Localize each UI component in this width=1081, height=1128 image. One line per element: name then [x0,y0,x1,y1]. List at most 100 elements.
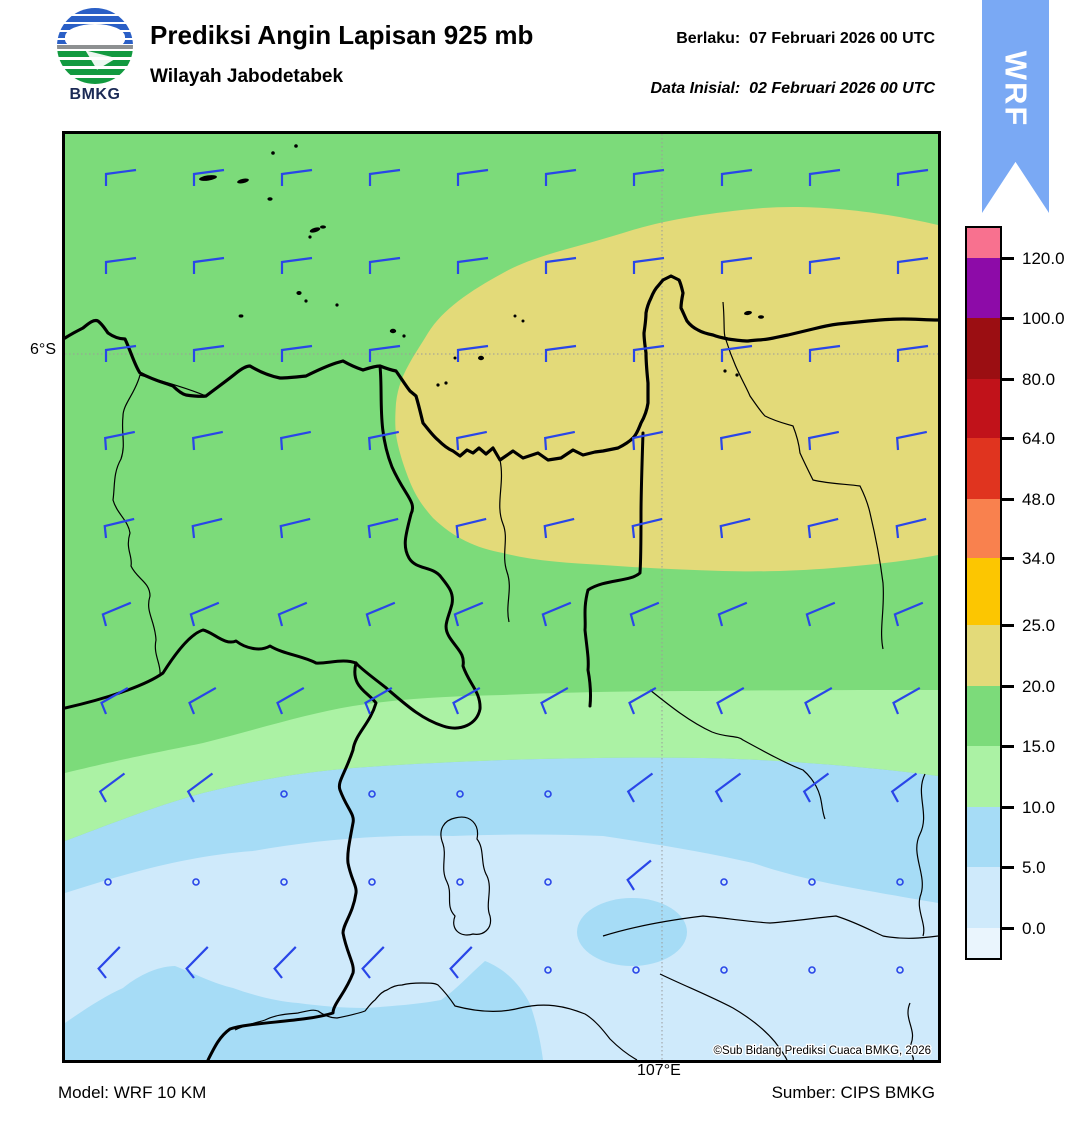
colorbar-tick-label: 15.0 [1022,737,1056,756]
colorbar-tick-label: 0.0 [1022,919,1046,938]
colorbar-tick-label: 20.0 [1022,677,1056,696]
wind-barb-icon [104,344,137,362]
region-20-25 [395,206,939,572]
wind-barb-icon [544,344,577,362]
wind-barb-icon [192,256,225,274]
wind-barb-icon [456,256,489,274]
wind-barb-icon [807,517,839,539]
calm-wind-icon [544,966,552,974]
wind-barb-icon [188,686,217,715]
model-label: Model: WRF 10 KM [58,1083,207,1102]
province-boundaries [63,364,645,1062]
wind-barb-icon [191,517,223,539]
wind-barb-icon [807,430,840,451]
colorbar-tick [1001,316,1014,320]
wind-barb-icon [720,168,753,186]
region-10-15 [65,690,938,841]
wind-barb-icon [541,601,572,627]
wind-barb-icon [103,430,136,451]
calm-wind-icon [192,878,200,886]
wind-barb-icon [368,168,401,186]
colorbar-segment [967,746,1000,807]
wind-barb-icon [456,344,489,362]
calm-wind-icon [720,878,728,886]
wind-barb-icon [628,686,657,715]
colorbar-tick-label: 120.0 [1022,249,1065,268]
wind-barb-icon [896,344,929,362]
initial-time: Data Inisial: 02 Februari 2026 00 UTC [650,80,935,97]
wind-barb-icon [273,946,297,979]
colorbar-tick [1001,744,1014,748]
calm-wind-icon [456,790,464,798]
calm-wind-icon [368,790,376,798]
colorbar-segment [967,558,1000,625]
wind-barb-icon [101,601,132,627]
colorbar-tick-label: 34.0 [1022,549,1056,568]
map-copyright: ©Sub Bidang Prediksi Cuaca BMKG, 2026 [713,1045,931,1057]
wind-barb-icon [368,256,401,274]
wind-speed-colorbar [965,226,1002,960]
latitude-label: 6°S [30,341,56,358]
bmkg-logo: BMKG [54,8,136,104]
wrf-ribbon: WRF [982,0,1049,213]
colorbar-segment [967,928,1000,958]
wind-barb-icon [367,517,399,539]
wind-barb-icon [280,168,313,186]
wind-barb-icon [892,686,921,715]
wind-barb-icon [104,168,137,186]
district-boundaries [112,301,939,1061]
longitude-label: 107°E [637,1062,681,1079]
colorbar-tick [1001,436,1014,440]
wind-barb-icon [896,256,929,274]
wind-barb-icon [189,601,220,627]
wind-barb-icon [100,686,129,715]
wind-barb-icon [280,344,313,362]
wind-map: ©Sub Bidang Prediksi Cuaca BMKG, 2026 [62,131,941,1063]
wind-barb-icon [453,601,484,627]
calm-wind-icon [544,878,552,886]
source-label: Sumber: CIPS BMKG [771,1083,935,1102]
wind-barb-icon [805,601,836,627]
wind-barb-icon [631,430,664,451]
wind-barb-icon [717,601,748,627]
calm-wind-icon [368,878,376,886]
wind-barb-icon [192,344,225,362]
bmkg-logo-icon [57,8,133,84]
wind-barb-icon [802,772,830,803]
region-5-10-sw [65,961,543,1060]
colorbar-tick-label: 80.0 [1022,370,1056,389]
wind-barb-icon [804,686,833,715]
calm-wind-icon [808,966,816,974]
wind-barb-icon [186,772,214,803]
wind-barb-icon [808,344,841,362]
wind-barb-icon [103,517,135,539]
wind-barb-icon [895,517,927,539]
wind-barb-icon [365,601,396,627]
calm-wind-icon [544,790,552,798]
coastline [63,274,940,462]
wind-barb-icon [626,859,652,891]
valid-time: Berlaku: 07 Februari 2026 00 UTC [676,30,935,47]
calm-wind-icon [896,878,904,886]
wind-barb-icon [98,772,126,803]
colorbar-tick [1001,805,1014,809]
page-title: Prediksi Angin Lapisan 925 mb [150,20,534,50]
wind-barb-icon [716,686,745,715]
wind-barb-icon [452,686,481,715]
calm-wind-icon [896,966,904,974]
wind-barb-icon [631,517,663,539]
colorbar-segment [967,379,1000,438]
wind-barb-icon [543,430,576,451]
wind-barb-icon [714,772,742,803]
wind-barb-icon [808,256,841,274]
calm-wind-icon [808,878,816,886]
wind-barb-icon [632,256,665,274]
wind-barb-icon [893,601,924,627]
wind-barb-icon [540,686,569,715]
wind-barb-icon [543,517,575,539]
colorbar-tick-label: 10.0 [1022,798,1056,817]
wind-barb-icon [280,256,313,274]
colorbar-tick [1001,377,1014,381]
wind-barb-icon [364,686,393,715]
colorbar-segment [967,686,1000,746]
